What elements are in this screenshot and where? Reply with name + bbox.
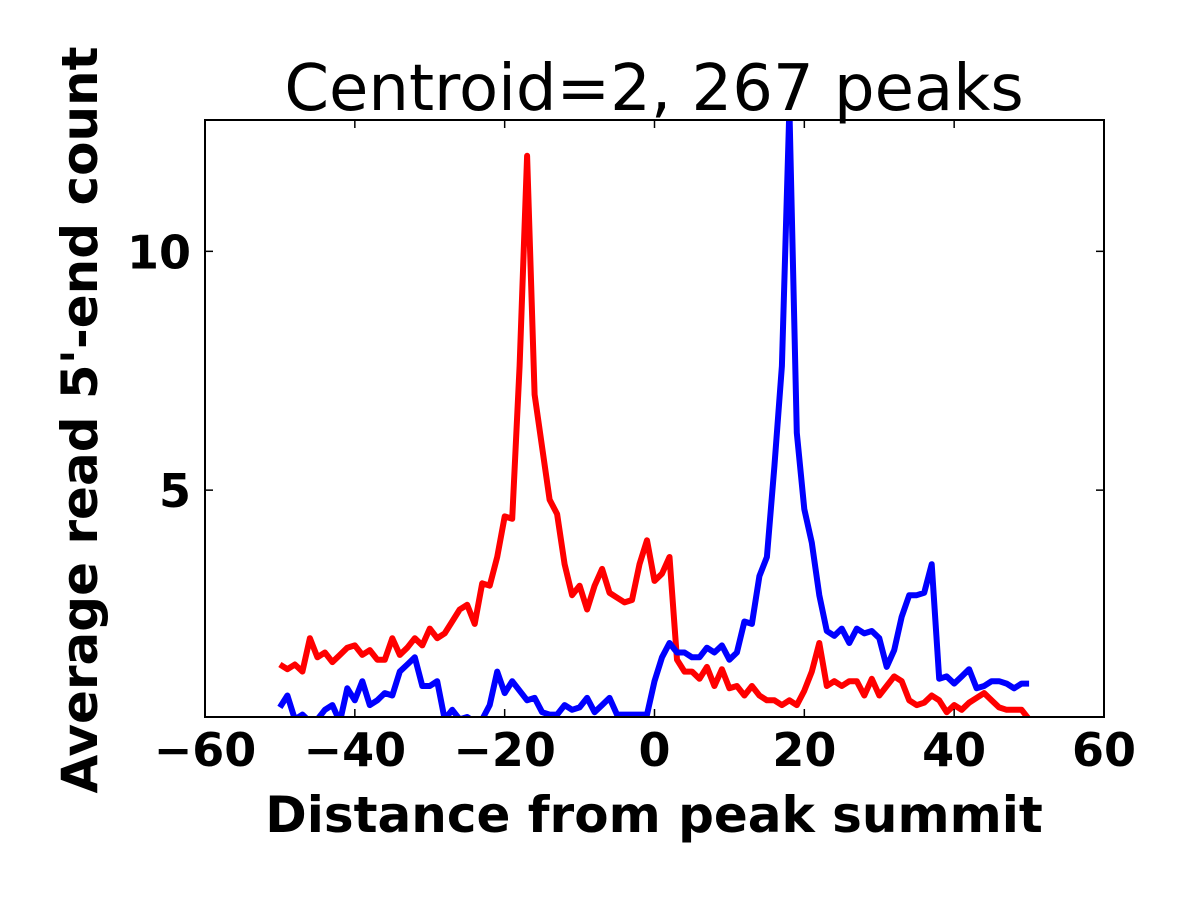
x-tick-label: −40	[304, 723, 407, 777]
x-tick-label: 0	[638, 723, 670, 777]
x-tick-label: −20	[453, 723, 556, 777]
y-tick-label: 10	[127, 225, 191, 279]
series-layer	[277, 120, 1032, 717]
plot-frame	[204, 119, 1105, 718]
series-line-plus-strand	[278, 152, 1032, 717]
series-line-minus-strand	[277, 120, 1030, 717]
x-tick-label: 40	[922, 723, 986, 777]
x-tick-label: 20	[772, 723, 836, 777]
y-axis-label: Average read 5'-end count	[51, 46, 109, 793]
chart-title: Centroid=2, 267 peaks	[284, 52, 1023, 126]
x-tick-label: 60	[1072, 723, 1136, 777]
ticks-layer: −60 −40 −20 0 20 40 60 5 10	[127, 120, 1136, 777]
y-tick-label: 5	[159, 464, 191, 518]
x-tick-label: −60	[154, 723, 257, 777]
x-axis-label: Distance from peak summit	[265, 786, 1043, 844]
